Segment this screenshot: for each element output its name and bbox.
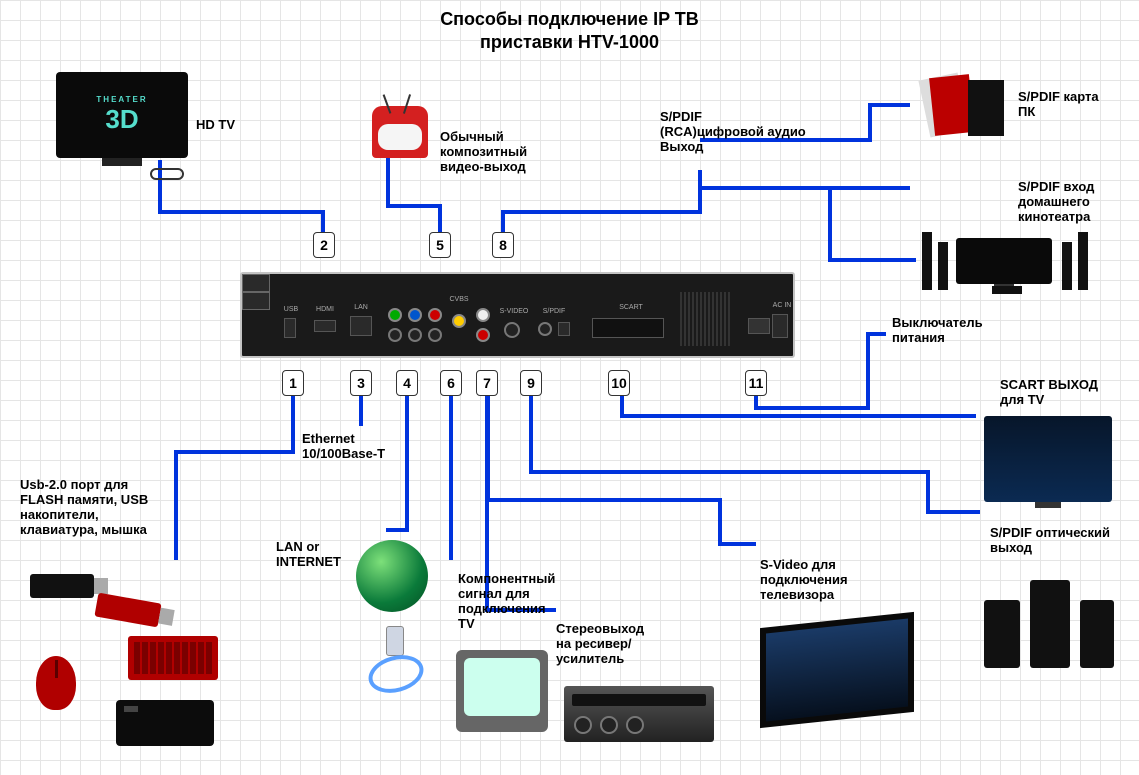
label-scart-out: SCART ВЫХОД для TV xyxy=(1000,378,1098,408)
label-spdif-home: S/PDIF вход домашнего кинотеатра xyxy=(1018,180,1094,225)
device-usb-stick-2 xyxy=(94,593,161,628)
pin-1: 1 xyxy=(282,370,304,396)
stb-warning-right xyxy=(242,292,270,310)
pin-7: 7 xyxy=(476,370,498,396)
device-globe-icon xyxy=(356,540,428,612)
label-svideo: S-Video для подключения телевизора xyxy=(760,558,848,603)
diagram-title: Способы подключение IP ТВ приставки HTV-… xyxy=(0,8,1139,53)
label-usb-block: Usb-2.0 порт для FLASH памяти, USB накоп… xyxy=(20,478,148,538)
device-retro-tv xyxy=(372,106,428,158)
device-cables-icon xyxy=(356,620,436,700)
pin-6: 6 xyxy=(440,370,462,396)
device-optical-speakers xyxy=(984,580,1114,674)
device-amplifier xyxy=(564,686,714,742)
device-pc-spdif-card xyxy=(918,72,1008,142)
device-svideo-tv xyxy=(760,612,914,728)
pin-3: 3 xyxy=(350,370,372,396)
port-audio-r xyxy=(476,328,490,342)
port-rca-pr xyxy=(428,308,442,322)
label-ethernet: Ethernet 10/100Base-T xyxy=(302,432,385,462)
content-layer: Способы подключение IP ТВ приставки HTV-… xyxy=(0,0,1139,775)
port-ac-in xyxy=(772,314,788,338)
device-usb-stick-1 xyxy=(30,574,94,598)
port-spdif-coax xyxy=(538,322,552,336)
port-audio-l xyxy=(476,308,490,322)
port-usb xyxy=(284,318,296,338)
port-rca-b2 xyxy=(408,328,422,342)
port-power-switch xyxy=(748,318,770,334)
set-top-box: USB HDMI LAN CVBS S-VIDEO xyxy=(240,272,795,358)
label-spdif-card: S/PDIF карта ПК xyxy=(1018,90,1099,120)
label-stereo-out: Стереовыход на ресивер/ усилитель xyxy=(556,622,644,667)
port-lan xyxy=(350,316,372,336)
port-rca-b1 xyxy=(388,328,402,342)
stb-warning-left xyxy=(242,274,270,292)
label-spdif-rca: S/PDIF (RCA)цифровой аудио Выход xyxy=(660,110,806,155)
label-component: Компонентный сигнал для подключения TV xyxy=(458,572,555,632)
device-mouse xyxy=(36,656,76,710)
pin-5: 5 xyxy=(429,232,451,258)
pin-2: 2 xyxy=(313,232,335,258)
pin-4: 4 xyxy=(396,370,418,396)
port-rca-pb xyxy=(408,308,422,322)
device-hd-tv: THEATER 3D xyxy=(56,72,188,158)
label-composite: Обычный композитный видео-выход xyxy=(440,130,527,175)
port-cvbs xyxy=(452,314,466,328)
device-home-theater xyxy=(922,232,1112,294)
port-hdmi xyxy=(314,320,336,332)
pin-10: 10 xyxy=(608,370,630,396)
port-spdif-opt xyxy=(558,322,570,336)
port-scart xyxy=(592,318,664,338)
pin-11: 11 xyxy=(745,370,767,396)
port-rca-b3 xyxy=(428,328,442,342)
label-hd-tv: HD TV xyxy=(196,118,235,133)
label-power-switch: Выключатель питания xyxy=(892,316,983,346)
label-lan: LAN or INTERNET xyxy=(276,540,341,570)
device-scart-tv xyxy=(984,416,1112,502)
label-spdif-opt: S/PDIF оптический выход xyxy=(990,526,1110,556)
pin-9: 9 xyxy=(520,370,542,396)
stb-vent xyxy=(680,292,730,346)
device-keyboard xyxy=(128,636,218,680)
device-hdd xyxy=(116,700,214,746)
device-3d-glasses xyxy=(150,168,184,180)
device-crt-tv xyxy=(456,650,548,732)
port-svideo xyxy=(504,322,520,338)
port-rca-y xyxy=(388,308,402,322)
pin-8: 8 xyxy=(492,232,514,258)
